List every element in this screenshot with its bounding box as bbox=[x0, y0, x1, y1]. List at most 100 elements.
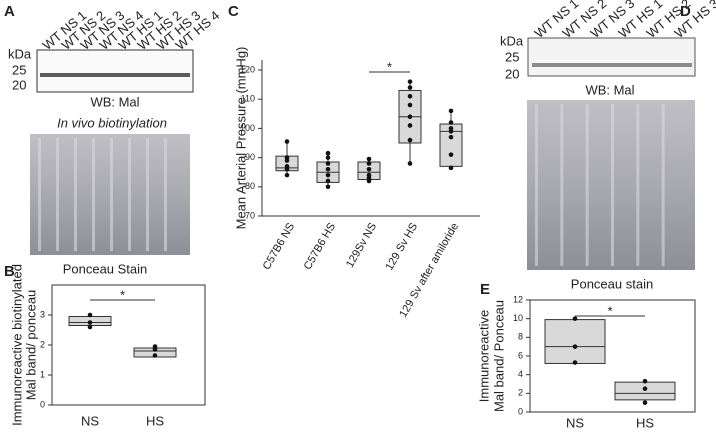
y-axis-label: Mean Arterial Pressure (mmHg) bbox=[233, 47, 248, 230]
y-tick-label: 1 bbox=[40, 369, 45, 379]
data-point bbox=[407, 93, 413, 99]
y-tick-label: 12 bbox=[513, 294, 523, 304]
data-point bbox=[572, 360, 578, 365]
data-point bbox=[572, 344, 578, 349]
data-point bbox=[366, 172, 372, 178]
data-point bbox=[366, 161, 372, 166]
data-point bbox=[284, 164, 290, 169]
y-tick-label: 120 bbox=[240, 64, 255, 74]
x-tick-label: 129 Sv HS bbox=[383, 221, 420, 273]
data-point bbox=[325, 178, 331, 184]
y-tick-label: 4 bbox=[518, 369, 523, 379]
box bbox=[544, 319, 606, 364]
lane-stripe bbox=[560, 104, 564, 266]
data-point bbox=[325, 166, 331, 172]
marker-label: 25 bbox=[12, 62, 26, 77]
kda-label: kDa bbox=[8, 46, 32, 61]
data-point bbox=[642, 386, 648, 391]
data-point bbox=[87, 320, 93, 325]
lane-stripe bbox=[661, 104, 665, 266]
data-point bbox=[284, 155, 290, 160]
data-point bbox=[366, 166, 372, 172]
significance-label: * bbox=[387, 59, 392, 74]
caption: Ponceau stain bbox=[571, 276, 653, 291]
data-point bbox=[407, 79, 413, 84]
x-tick-label: C57B6 NS bbox=[261, 221, 297, 272]
data-point bbox=[284, 139, 290, 144]
y-tick-label: 0 bbox=[518, 406, 523, 416]
significance-label: * bbox=[607, 303, 612, 318]
data-point bbox=[325, 155, 331, 160]
lane-stripe bbox=[74, 138, 77, 251]
lane-stripe bbox=[110, 138, 113, 251]
marker-label: 25 bbox=[505, 49, 519, 64]
data-point bbox=[407, 114, 413, 120]
box bbox=[614, 381, 676, 401]
blot bbox=[527, 37, 696, 77]
caption: Ponceau Stain bbox=[63, 261, 148, 276]
lane-stripe bbox=[535, 104, 538, 266]
panel-label: C bbox=[228, 3, 239, 20]
lane-stripe bbox=[92, 138, 95, 251]
y-tick-label: 10 bbox=[513, 313, 523, 323]
data-point bbox=[642, 378, 648, 384]
x-tick-label: HS bbox=[146, 413, 164, 428]
panel-label: A bbox=[4, 3, 15, 20]
y-tick-label: 8 bbox=[518, 332, 523, 342]
band bbox=[532, 63, 692, 67]
y-tick-label: 70 bbox=[245, 210, 255, 220]
x-tick-label: HS bbox=[636, 415, 654, 430]
data-point bbox=[87, 312, 93, 318]
data-point bbox=[407, 102, 413, 108]
data-point bbox=[152, 353, 158, 358]
data-point bbox=[407, 161, 413, 166]
y-axis-label: Immunoreactive bbox=[476, 310, 491, 402]
data-point bbox=[325, 161, 331, 166]
data-point bbox=[407, 123, 413, 128]
x-tick-label: C57B6 HS bbox=[302, 221, 338, 272]
y-axis-label: Mal band/ Ponceau bbox=[491, 300, 506, 412]
lane-stripe bbox=[128, 138, 131, 251]
data-point bbox=[448, 126, 454, 131]
y-tick-label: 90 bbox=[245, 152, 255, 162]
lane-stripe bbox=[636, 104, 640, 266]
data-point bbox=[87, 324, 93, 330]
data-point bbox=[284, 172, 290, 178]
y-tick-label: 6 bbox=[518, 350, 523, 360]
y-tick-label: 3 bbox=[40, 309, 45, 319]
panel-label: B bbox=[4, 263, 15, 280]
panel-label: D bbox=[680, 3, 691, 20]
lane-stripe bbox=[585, 104, 589, 266]
data-point bbox=[407, 85, 413, 90]
x-tick-label: 129Sv NS bbox=[344, 221, 379, 270]
kda-label: kDa bbox=[500, 33, 524, 48]
data-point bbox=[325, 150, 331, 156]
x-tick-label: NS bbox=[81, 413, 99, 428]
data-point bbox=[448, 165, 454, 171]
data-point bbox=[572, 316, 578, 321]
y-tick-label: 0 bbox=[40, 399, 45, 409]
band bbox=[40, 73, 190, 77]
y-axis-label: Immunoreactive biotinylated bbox=[9, 264, 24, 426]
data-point bbox=[448, 120, 454, 125]
data-point bbox=[448, 108, 454, 114]
caption: In vivo biotinylation bbox=[57, 115, 167, 130]
data-point bbox=[448, 134, 454, 140]
caption: WB: Mal bbox=[585, 82, 634, 97]
marker-label: 20 bbox=[12, 77, 26, 92]
y-tick-label: 80 bbox=[245, 181, 255, 191]
lane-stripe bbox=[164, 138, 167, 251]
lane-stripe bbox=[56, 138, 59, 251]
marker-label: 20 bbox=[505, 66, 519, 81]
caption: WB: Mal bbox=[90, 94, 139, 109]
data-point bbox=[407, 137, 413, 143]
y-tick-label: 100 bbox=[240, 123, 255, 133]
lane-stripe bbox=[38, 138, 41, 251]
blot bbox=[36, 49, 194, 93]
y-axis-label: Mal band/ ponceau bbox=[23, 290, 38, 401]
y-tick-label: 2 bbox=[40, 339, 45, 349]
lane-stripe bbox=[146, 138, 149, 251]
y-tick-label: 2 bbox=[518, 388, 523, 398]
plot-frame bbox=[51, 284, 206, 406]
panel-label: E bbox=[480, 281, 490, 298]
